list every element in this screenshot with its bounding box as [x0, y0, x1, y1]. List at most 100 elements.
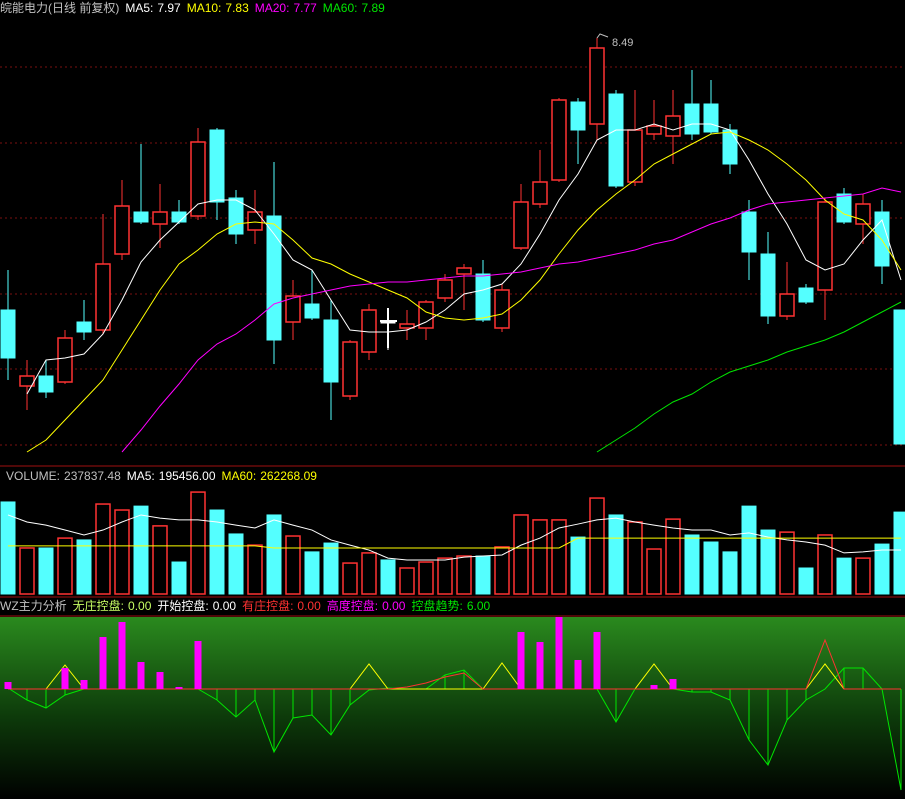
- indicator-bar: [4, 682, 12, 689]
- candle-body: [323, 319, 339, 383]
- volume-bar: [0, 501, 16, 595]
- indicator-bar: [536, 642, 544, 689]
- indicator-bar: [99, 637, 107, 689]
- indicator-bar: [517, 632, 525, 689]
- volume-header: VOLUME: 237837.48 MA5: 195456.00 MA60: 262268…: [0, 468, 317, 484]
- candle-body: [418, 301, 434, 329]
- indicator-bar: [574, 660, 582, 689]
- candle-body: [247, 211, 263, 231]
- legend-value: 262268.09: [260, 469, 317, 483]
- candle-body: [152, 211, 168, 225]
- candle-body: [133, 211, 149, 223]
- volume-bar: [798, 567, 814, 595]
- legend-name: MA60:: [221, 469, 257, 483]
- candle-body: [95, 263, 111, 331]
- volume-bar: [589, 497, 605, 595]
- legend-value: 0.00: [382, 599, 406, 613]
- volume-bar: [475, 555, 491, 595]
- price-grid: [0, 66, 905, 446]
- candle-body: [513, 201, 529, 249]
- volume-bar: [874, 543, 890, 595]
- legend-value: 7.89: [361, 1, 385, 15]
- legend-value: 0.00: [212, 599, 237, 613]
- volume-bar: [836, 557, 852, 595]
- indicator-bar: [118, 622, 126, 689]
- candle-body: [589, 47, 605, 125]
- candle-body: [399, 323, 415, 329]
- candle-body: [817, 201, 833, 291]
- indicator-header: WZ主力分析 无庄控盘: 0.00 开始控盘: 0.00 有庄控盘: 0.00 高度控盘: 0.…: [0, 598, 490, 614]
- ma-line: [121, 187, 902, 453]
- volume-bar: [779, 531, 795, 595]
- candle-body: [684, 103, 700, 135]
- volume-ma-line: [8, 537, 901, 549]
- candle-body: [665, 115, 681, 137]
- candle-body: [57, 337, 73, 383]
- indicator-background: [0, 617, 905, 799]
- legend-value: 6.00: [466, 599, 491, 613]
- volume-bar: [247, 544, 263, 595]
- volume-bar: [38, 547, 54, 595]
- volume-bar: [532, 519, 548, 595]
- volume-bar: [456, 555, 472, 595]
- volume-bar: [323, 542, 339, 595]
- candle-body: [722, 129, 738, 165]
- legend-name: VOLUME:: [6, 469, 61, 483]
- volume-bar: [133, 505, 149, 595]
- candle-body: [76, 321, 92, 333]
- candle-body: [209, 129, 225, 203]
- candle-body: [741, 211, 757, 253]
- annotation-label: 8.49: [612, 37, 633, 49]
- volume-bar: [76, 539, 92, 595]
- volume-bar: [342, 562, 358, 595]
- candle-body: [703, 103, 719, 133]
- indicator-bar: [194, 641, 202, 689]
- candle-body: [190, 141, 206, 217]
- indicator-bar: [156, 672, 164, 689]
- candle-body: [266, 215, 282, 341]
- candle-body: [798, 287, 814, 303]
- candle-body: [836, 193, 852, 223]
- candle-body: [456, 267, 472, 275]
- volume-bar: [760, 529, 776, 595]
- volume-bar: [893, 511, 905, 595]
- candle-body: [627, 129, 643, 183]
- annotation-leader: [596, 33, 609, 39]
- ma-line: [596, 301, 902, 453]
- volume-ma-line: [7, 514, 901, 561]
- volume-bar: [304, 551, 320, 595]
- volume-bar: [741, 505, 757, 595]
- candle-body: [570, 101, 586, 131]
- volume-bar: [266, 514, 282, 595]
- volume-bar: [703, 541, 719, 595]
- legend-value: 7.83: [225, 1, 249, 15]
- legend-name: 控盘趋势:: [411, 599, 463, 613]
- legend-name: 有庄控盘:: [242, 599, 294, 613]
- candle-body: [475, 273, 491, 321]
- candle-body: [646, 125, 662, 135]
- volume-bar: [665, 518, 681, 595]
- volume-bar: [399, 567, 415, 595]
- panel-title: WZ主力分析: [0, 599, 67, 613]
- candle-body: [494, 289, 510, 329]
- volume-bar: [513, 514, 529, 595]
- volume-bar: [684, 534, 700, 595]
- volume-bar: [19, 547, 35, 595]
- volume-bar: [722, 551, 738, 595]
- candle-body: [304, 303, 320, 319]
- volume-bar: [190, 491, 206, 595]
- indicator-bar: [650, 685, 658, 689]
- indicator-bar: [80, 680, 88, 689]
- volume-bar: [95, 503, 111, 595]
- legend-name: MA60:: [322, 1, 358, 15]
- candle-body: [855, 203, 871, 225]
- legend-name: MA5:: [125, 1, 154, 15]
- candle-body: [437, 279, 453, 299]
- candle-body: [760, 253, 776, 317]
- ma-line: [26, 131, 902, 453]
- candle-body: [38, 375, 54, 393]
- indicator-bar: [175, 687, 183, 689]
- indicator-bar: [593, 632, 601, 689]
